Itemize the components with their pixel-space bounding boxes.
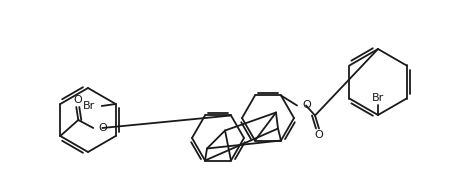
Text: Br: Br <box>372 93 384 103</box>
Text: O: O <box>73 95 82 105</box>
Text: O: O <box>302 101 311 111</box>
Text: O: O <box>98 123 107 133</box>
Text: Br: Br <box>82 101 95 111</box>
Text: O: O <box>315 130 323 140</box>
